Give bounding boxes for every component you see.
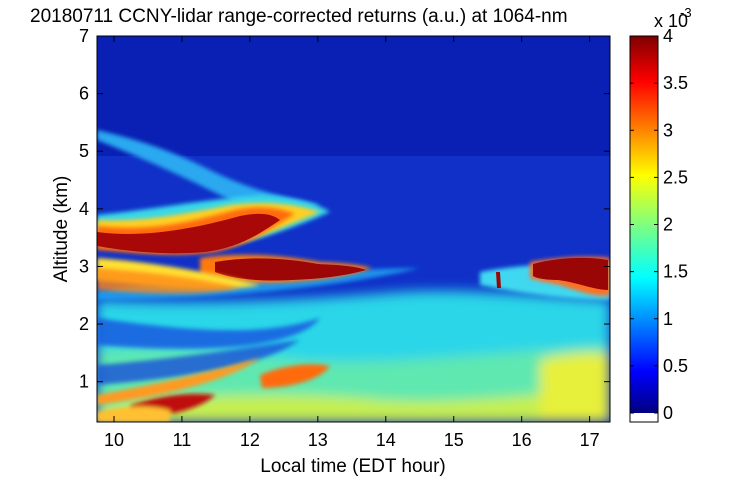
x-tick-label: 14 xyxy=(376,430,396,450)
y-axis-ticks: 1 2 3 4 5 6 7 xyxy=(79,26,610,392)
colorbar-frame xyxy=(629,35,659,423)
aerosol-plume xyxy=(97,130,372,294)
colorbar-tick-label: 2.5 xyxy=(663,167,688,187)
y-tick-label: 3 xyxy=(79,256,89,276)
x-tick-label: 17 xyxy=(580,430,600,450)
colorbar-tick-label: 3 xyxy=(663,120,673,140)
colorbar-multiplier: x 10 xyxy=(654,11,688,31)
x-tick-label: 10 xyxy=(104,430,124,450)
colorbar-gradient xyxy=(630,36,658,413)
colorbar-tick-label: 1 xyxy=(663,309,673,329)
colorbar: 0 0.5 1 1.5 2 2.5 3 3.5 4 x 10 -3 xyxy=(629,5,692,423)
y-tick-label: 7 xyxy=(79,26,89,46)
y-axis-title: Altitude (km) xyxy=(51,176,72,283)
x-tick-label: 11 xyxy=(173,430,192,450)
x-tick-label: 13 xyxy=(308,430,328,450)
plot-frame xyxy=(96,35,611,423)
chart-title: 20180711 CCNY-lidar range-corrected retu… xyxy=(30,6,568,27)
y-tick-label: 5 xyxy=(79,141,89,161)
colorbar-ticks: 0 0.5 1 1.5 2 2.5 3 3.5 4 xyxy=(630,26,688,423)
x-tick-label: 16 xyxy=(512,430,532,450)
upper-sky-region xyxy=(97,36,610,156)
x-tick-label: 15 xyxy=(444,430,464,450)
x-axis-ticks: 10 11 12 13 14 15 16 17 xyxy=(104,36,600,450)
heatmap-plot-area xyxy=(97,36,610,422)
colorbar-tick-label: 4 xyxy=(663,26,673,46)
y-tick-label: 2 xyxy=(79,314,89,334)
x-tick-label: 12 xyxy=(240,430,260,450)
y-tick-label: 1 xyxy=(79,372,89,392)
y-tick-label: 4 xyxy=(79,199,89,219)
colorbar-tick-label: 2 xyxy=(663,215,673,235)
late-elevated-layer xyxy=(480,256,610,300)
colorbar-exponent: -3 xyxy=(680,5,692,20)
colorbar-tick-label: 0 xyxy=(663,403,673,423)
surface-aerosol xyxy=(97,358,330,422)
colorbar-under-swatch xyxy=(630,413,658,422)
colorbar-tick-label: 0.5 xyxy=(663,356,688,376)
colorbar-tick-label: 1.5 xyxy=(663,262,688,282)
x-axis-title: Local time (EDT hour) xyxy=(260,456,446,477)
y-tick-label: 6 xyxy=(79,84,89,104)
colorbar-tick-label: 3.5 xyxy=(663,73,688,93)
